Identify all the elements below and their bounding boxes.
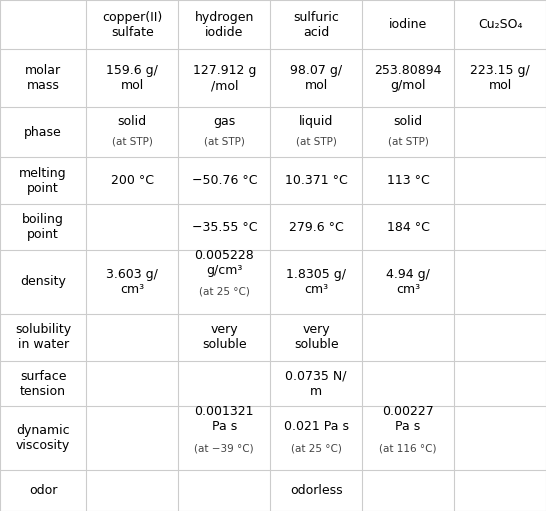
Text: 3.603 g/
cm³: 3.603 g/ cm³ [106,268,158,296]
Text: very
soluble: very soluble [202,323,247,352]
Text: surface
tension: surface tension [20,370,67,398]
Text: (at 25 °C): (at 25 °C) [199,287,250,297]
Text: very
soluble: very soluble [294,323,339,352]
Text: (at STP): (at STP) [388,136,429,146]
Text: 10.371 °C: 10.371 °C [285,174,348,187]
Text: (at 25 °C): (at 25 °C) [290,444,342,454]
Text: solid: solid [118,115,147,128]
Text: sulfuric
acid: sulfuric acid [293,11,339,39]
Text: (at −39 °C): (at −39 °C) [194,444,254,454]
Text: dynamic
viscosity: dynamic viscosity [16,425,70,452]
Text: (at STP): (at STP) [204,136,245,146]
Text: 0.005228
g/cm³: 0.005228 g/cm³ [194,248,254,276]
Text: phase: phase [25,126,62,138]
Text: 1.8305 g/
cm³: 1.8305 g/ cm³ [286,268,346,296]
Text: 253.80894
g/mol: 253.80894 g/mol [375,64,442,92]
Text: 0.00227
Pa s: 0.00227 Pa s [382,405,434,433]
Text: melting
point: melting point [19,167,67,195]
Text: 0.0735 N/
m: 0.0735 N/ m [286,370,347,398]
Text: 159.6 g/
mol: 159.6 g/ mol [106,64,158,92]
Text: 279.6 °C: 279.6 °C [289,221,343,234]
Text: boiling
point: boiling point [22,213,64,241]
Text: 200 °C: 200 °C [111,174,154,187]
Text: −50.76 °C: −50.76 °C [192,174,257,187]
Text: 98.07 g/
mol: 98.07 g/ mol [290,64,342,92]
Text: 0.001321
Pa s: 0.001321 Pa s [194,405,254,433]
Text: odorless: odorless [290,484,342,497]
Text: solid: solid [394,115,423,128]
Text: 4.94 g/
cm³: 4.94 g/ cm³ [386,268,430,296]
Text: 113 °C: 113 °C [387,174,430,187]
Text: 0.021 Pa s: 0.021 Pa s [284,421,349,433]
Text: hydrogen
iodide: hydrogen iodide [194,11,254,39]
Text: (at 116 °C): (at 116 °C) [379,444,437,454]
Text: molar
mass: molar mass [25,64,61,92]
Text: −35.55 °C: −35.55 °C [192,221,257,234]
Text: iodine: iodine [389,18,427,31]
Text: (at STP): (at STP) [296,136,337,146]
Text: odor: odor [29,484,57,497]
Text: (at STP): (at STP) [112,136,153,146]
Text: 223.15 g/
mol: 223.15 g/ mol [470,64,530,92]
Text: liquid: liquid [299,115,334,128]
Text: gas: gas [213,115,235,128]
Text: Cu₂SO₄: Cu₂SO₄ [478,18,523,31]
Text: density: density [20,275,66,288]
Text: 127.912 g
/mol: 127.912 g /mol [193,64,256,92]
Text: 184 °C: 184 °C [387,221,430,234]
Text: solubility
in water: solubility in water [15,323,71,352]
Text: copper(II)
sulfate: copper(II) sulfate [102,11,163,39]
